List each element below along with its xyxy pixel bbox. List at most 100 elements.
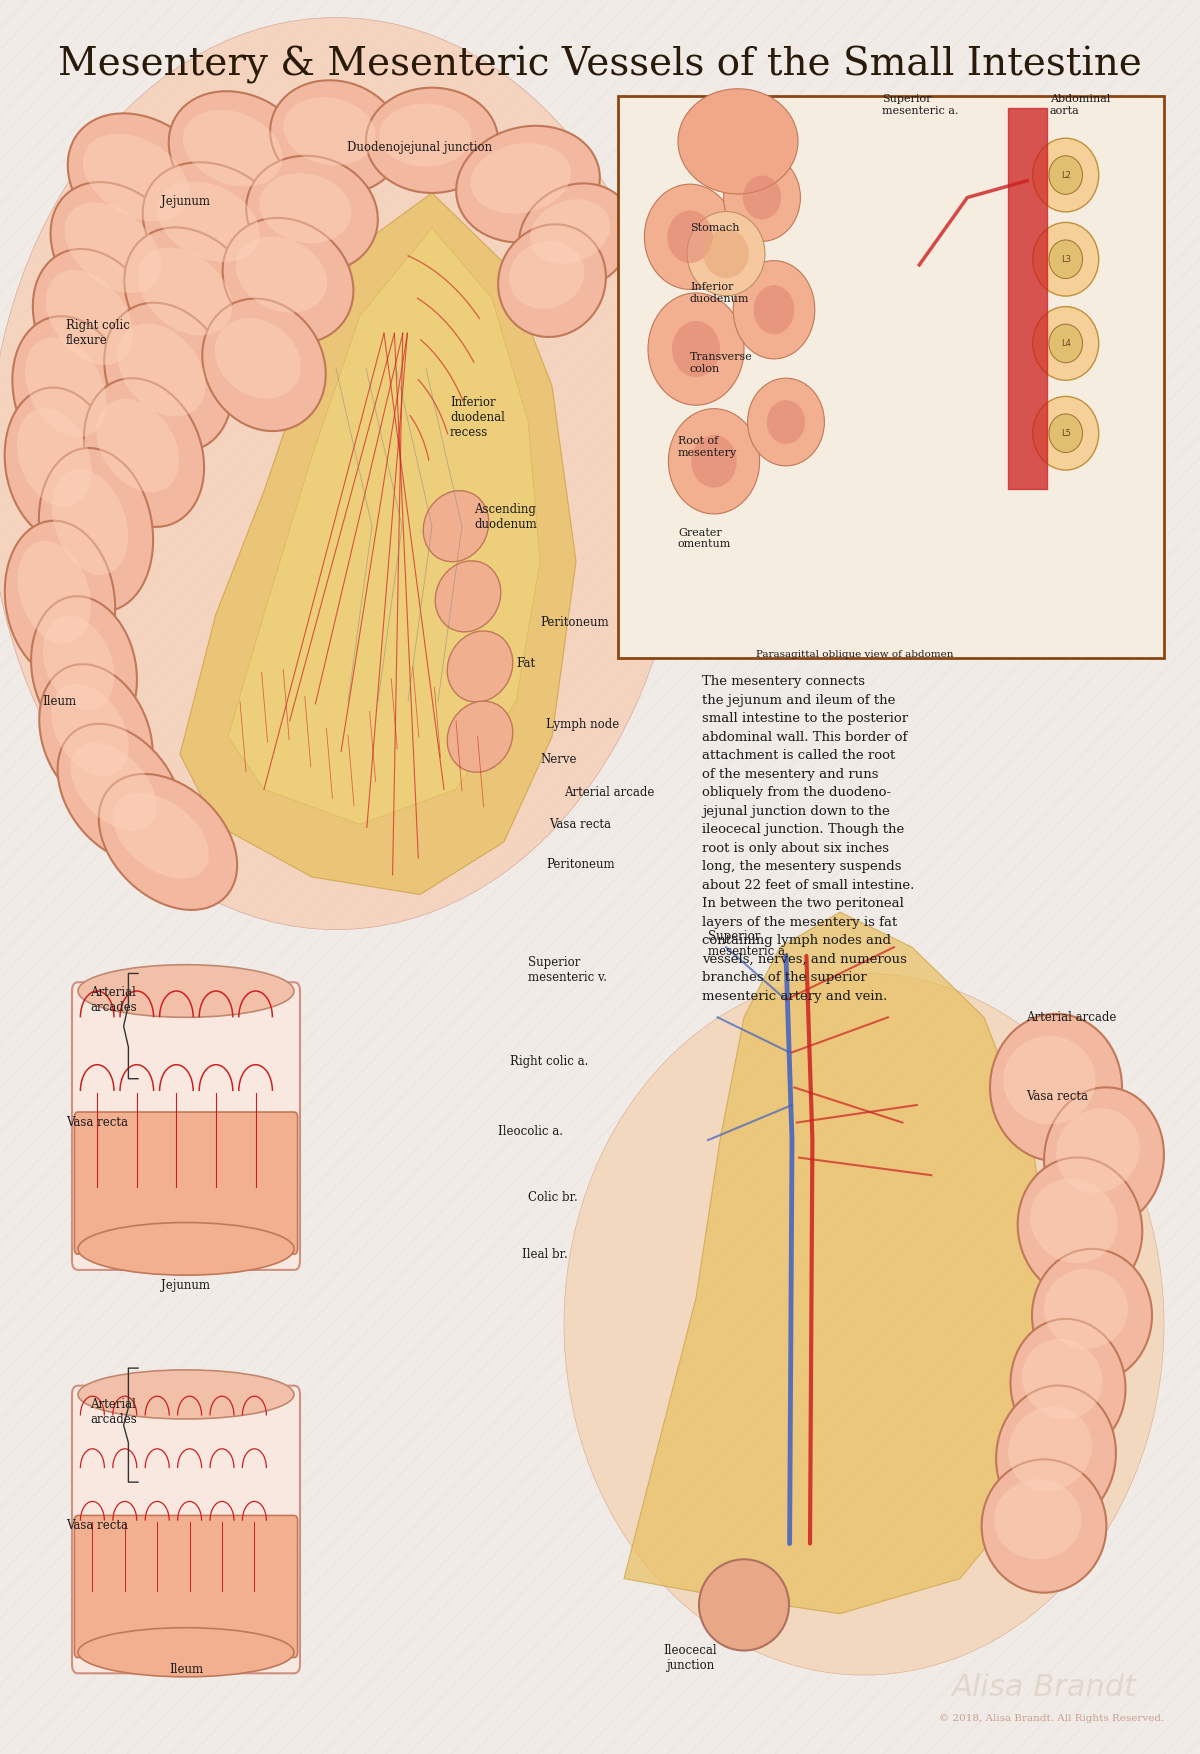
Text: Peritoneum: Peritoneum	[540, 616, 608, 630]
Ellipse shape	[38, 447, 154, 612]
Ellipse shape	[366, 88, 498, 193]
Text: Stomach: Stomach	[690, 223, 739, 233]
Ellipse shape	[424, 491, 488, 561]
Ellipse shape	[470, 144, 571, 214]
Ellipse shape	[1010, 1319, 1126, 1452]
Ellipse shape	[0, 18, 684, 930]
Ellipse shape	[667, 210, 713, 263]
Ellipse shape	[270, 81, 402, 193]
Ellipse shape	[84, 379, 204, 526]
Ellipse shape	[182, 111, 283, 186]
Ellipse shape	[672, 321, 720, 377]
Ellipse shape	[78, 965, 294, 1017]
Text: Jejunum: Jejunum	[161, 195, 210, 209]
Ellipse shape	[448, 702, 512, 772]
Text: Ileal br.: Ileal br.	[522, 1247, 568, 1261]
Text: Duodenojejunal junction: Duodenojejunal junction	[347, 140, 492, 154]
Ellipse shape	[215, 317, 301, 398]
Text: Parasagittal oblique view of abdomen: Parasagittal oblique view of abdomen	[756, 649, 954, 660]
Text: Arterial
arcades: Arterial arcades	[90, 1398, 137, 1426]
Ellipse shape	[259, 174, 352, 244]
Ellipse shape	[78, 1628, 294, 1677]
Text: L2: L2	[1061, 170, 1070, 179]
Ellipse shape	[78, 1223, 294, 1275]
Ellipse shape	[1022, 1338, 1103, 1419]
Ellipse shape	[32, 249, 160, 400]
Ellipse shape	[5, 521, 115, 679]
Text: Superior
mesenteric v.: Superior mesenteric v.	[528, 956, 607, 984]
Ellipse shape	[17, 409, 91, 507]
Text: Right colic a.: Right colic a.	[510, 1054, 588, 1068]
Ellipse shape	[767, 400, 805, 444]
Polygon shape	[228, 228, 540, 824]
Text: Mesentery & Mesenteric Vessels of the Small Intestine: Mesentery & Mesenteric Vessels of the Sm…	[58, 46, 1142, 84]
Ellipse shape	[40, 665, 152, 809]
Ellipse shape	[1033, 139, 1099, 212]
Text: Fat: Fat	[516, 656, 535, 670]
Ellipse shape	[1049, 240, 1082, 279]
Ellipse shape	[65, 202, 161, 293]
Ellipse shape	[52, 468, 128, 575]
Ellipse shape	[1049, 156, 1082, 195]
Ellipse shape	[733, 261, 815, 360]
Ellipse shape	[686, 212, 766, 296]
Ellipse shape	[436, 561, 500, 631]
Ellipse shape	[5, 388, 115, 542]
Text: L5: L5	[1061, 428, 1070, 438]
Ellipse shape	[1049, 414, 1082, 453]
Ellipse shape	[379, 103, 472, 167]
Ellipse shape	[703, 230, 749, 279]
Text: Abdominal
aorta: Abdominal aorta	[1050, 95, 1110, 116]
Ellipse shape	[222, 217, 354, 344]
Ellipse shape	[648, 293, 744, 405]
FancyBboxPatch shape	[74, 1112, 298, 1254]
Ellipse shape	[668, 409, 760, 514]
Ellipse shape	[1056, 1109, 1140, 1193]
FancyBboxPatch shape	[72, 1386, 300, 1673]
Ellipse shape	[203, 298, 325, 431]
FancyBboxPatch shape	[72, 982, 300, 1270]
Ellipse shape	[564, 973, 1164, 1675]
Ellipse shape	[982, 1459, 1106, 1593]
Text: Ileocecal
junction: Ileocecal junction	[664, 1643, 716, 1672]
Ellipse shape	[52, 684, 128, 777]
Ellipse shape	[157, 181, 259, 261]
Ellipse shape	[748, 379, 824, 467]
Ellipse shape	[246, 156, 378, 272]
Text: Arterial arcade: Arterial arcade	[1026, 1010, 1116, 1024]
Text: Right colic
flexure: Right colic flexure	[66, 319, 130, 347]
Text: Jejunum: Jejunum	[162, 1279, 210, 1293]
Text: Ascending
duodenum: Ascending duodenum	[474, 503, 536, 531]
Ellipse shape	[448, 631, 512, 702]
Ellipse shape	[104, 303, 232, 451]
Text: Peritoneum: Peritoneum	[546, 858, 614, 872]
Text: Arterial
arcades: Arterial arcades	[90, 986, 137, 1014]
Ellipse shape	[31, 596, 137, 744]
Ellipse shape	[1044, 1087, 1164, 1228]
Ellipse shape	[1018, 1158, 1142, 1298]
Text: The mesentery connects
the jejunum and ileum of the
small intestine to the poste: The mesentery connects the jejunum and i…	[702, 675, 914, 1003]
Text: Greater
omentum: Greater omentum	[678, 528, 731, 549]
Ellipse shape	[498, 225, 606, 337]
Ellipse shape	[67, 114, 221, 254]
Ellipse shape	[994, 1479, 1081, 1559]
Text: Ileocolic a.: Ileocolic a.	[498, 1124, 563, 1138]
Ellipse shape	[990, 1014, 1122, 1161]
Ellipse shape	[509, 240, 584, 309]
Ellipse shape	[96, 398, 179, 493]
Ellipse shape	[169, 91, 311, 217]
Ellipse shape	[78, 1370, 294, 1419]
Ellipse shape	[43, 616, 114, 710]
Text: Alisa Brandt: Alisa Brandt	[952, 1673, 1136, 1701]
Ellipse shape	[18, 540, 91, 644]
Ellipse shape	[743, 175, 781, 219]
Ellipse shape	[1033, 307, 1099, 381]
Ellipse shape	[456, 126, 600, 242]
Text: Superior
mesenteric a.: Superior mesenteric a.	[708, 930, 788, 958]
Text: Inferior
duodenum: Inferior duodenum	[690, 282, 750, 303]
Ellipse shape	[70, 742, 157, 831]
Ellipse shape	[50, 182, 190, 326]
Ellipse shape	[698, 1559, 790, 1651]
Text: Arterial arcade: Arterial arcade	[564, 786, 654, 800]
Ellipse shape	[1032, 1249, 1152, 1382]
